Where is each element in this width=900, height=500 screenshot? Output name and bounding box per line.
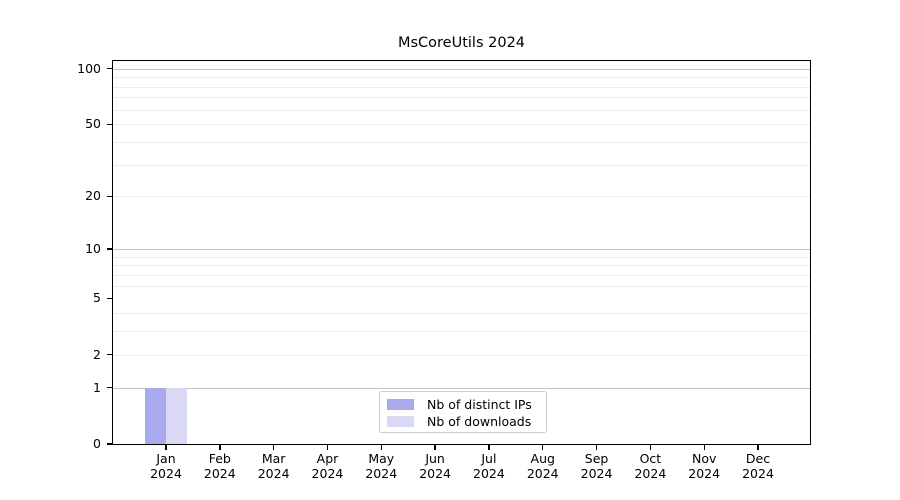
legend: Nb of distinct IPs Nb of downloads xyxy=(379,391,547,433)
x-tick xyxy=(488,444,490,450)
y-gridline-minor xyxy=(113,196,810,198)
y-tick-label: 10 xyxy=(85,240,101,256)
y-gridline-minor xyxy=(113,274,810,276)
x-tick-month: Dec xyxy=(745,450,771,466)
x-tick xyxy=(326,444,329,450)
y-tick xyxy=(106,195,113,198)
x-tick-year: 2024 xyxy=(526,466,559,481)
x-tick-month: Mar xyxy=(261,450,286,466)
x-tick-label-sep: Sep 2024 xyxy=(565,451,629,482)
y-tick-label: 0 xyxy=(93,436,101,451)
x-tick-month: Jan xyxy=(156,450,176,466)
y-gridline-minor xyxy=(113,97,810,99)
bar-nb-of-downloads-jan xyxy=(166,387,187,444)
x-tick-label-may: May 2024 xyxy=(349,451,413,482)
x-tick-label-jun: Jun 2024 xyxy=(403,451,467,482)
y-gridline-major xyxy=(113,68,810,70)
x-tick-year: 2024 xyxy=(257,466,290,481)
y-tick-label: 2 xyxy=(93,346,101,362)
y-gridline-minor xyxy=(113,285,810,287)
x-tick-year: 2024 xyxy=(419,466,451,481)
x-tick xyxy=(165,444,167,450)
x-tick-label-jul: Jul 2024 xyxy=(457,451,521,482)
x-tick-year: 2024 xyxy=(365,466,398,481)
x-tick xyxy=(649,444,652,450)
x-tick-year: 2024 xyxy=(473,466,505,481)
y-tick-label: 5 xyxy=(93,290,101,306)
legend-swatch-distinct-ips xyxy=(387,399,414,410)
y-gridline-minor xyxy=(113,331,810,333)
y-gridline-minor xyxy=(113,86,810,88)
x-tick-month: Jun xyxy=(425,450,445,466)
x-tick-label-oct: Oct 2024 xyxy=(618,451,682,482)
plot-area xyxy=(113,61,810,444)
y-gridline-major xyxy=(113,387,810,389)
x-tick xyxy=(703,444,705,450)
x-tick xyxy=(595,444,598,450)
y-tick-label: 20 xyxy=(85,188,101,204)
y-tick xyxy=(106,353,113,356)
x-tick-year: 2024 xyxy=(688,466,721,481)
x-tick-month: Nov xyxy=(691,450,717,466)
x-tick-month: Sep xyxy=(584,450,609,466)
y-gridline-minor xyxy=(113,141,810,143)
y-tick xyxy=(106,443,113,445)
x-tick-year: 2024 xyxy=(634,466,667,481)
y-tick-label: 100 xyxy=(77,60,101,76)
y-tick xyxy=(106,297,113,299)
x-tick xyxy=(542,444,544,450)
x-tick xyxy=(757,444,759,450)
x-tick-month: Aug xyxy=(530,450,555,466)
x-tick-label-aug: Aug 2024 xyxy=(511,451,575,482)
y-gridline-minor xyxy=(113,256,810,258)
y-gridline-minor xyxy=(113,265,810,267)
x-tick xyxy=(272,444,275,450)
legend-item-downloads: Nb of downloads xyxy=(387,413,546,430)
x-tick-month: Jul xyxy=(481,450,497,466)
y-gridline-minor xyxy=(113,313,810,315)
y-gridline-minor xyxy=(113,77,810,79)
x-tick-month: Oct xyxy=(639,450,662,466)
bar-nb-of-distinct-ips-jan xyxy=(145,387,166,444)
x-tick-year: 2024 xyxy=(580,466,613,481)
y-tick xyxy=(106,123,113,125)
x-tick-year: 2024 xyxy=(150,466,182,481)
x-tick-year: 2024 xyxy=(311,466,344,481)
x-tick-label-apr: Apr 2024 xyxy=(295,451,359,482)
y-gridline-minor xyxy=(113,354,810,356)
x-tick xyxy=(434,444,436,450)
x-tick-month: Apr xyxy=(316,450,339,466)
x-tick-label-nov: Nov 2024 xyxy=(672,451,736,482)
legend-swatch-downloads xyxy=(387,416,414,427)
y-tick-label: 1 xyxy=(93,379,101,395)
x-tick-year: 2024 xyxy=(742,466,774,481)
y-gridline-major xyxy=(113,248,810,250)
y-gridline-minor xyxy=(113,109,810,111)
y-tick-label: 50 xyxy=(85,116,101,132)
y-tick xyxy=(106,67,113,70)
legend-item-distinct-ips: Nb of distinct IPs xyxy=(387,396,546,413)
x-tick xyxy=(380,444,382,450)
x-tick-month: May xyxy=(368,450,395,466)
legend-label-distinct-ips: Nb of distinct IPs xyxy=(427,397,532,412)
y-tick xyxy=(106,386,113,389)
x-tick-label-feb: Feb 2024 xyxy=(188,451,252,482)
x-tick-label-dec: Dec 2024 xyxy=(726,451,790,482)
y-gridline-minor xyxy=(113,124,810,126)
x-tick-month: Feb xyxy=(208,450,231,466)
legend-label-downloads: Nb of downloads xyxy=(427,414,532,429)
x-tick xyxy=(219,444,221,450)
x-tick-label-jan: Jan 2024 xyxy=(134,451,198,482)
x-tick-year: 2024 xyxy=(203,466,236,481)
x-tick-label-mar: Mar 2024 xyxy=(242,451,306,482)
y-tick xyxy=(106,248,113,250)
y-gridline-minor xyxy=(113,164,810,166)
chart-title: MsCoreUtils 2024 xyxy=(397,35,526,51)
